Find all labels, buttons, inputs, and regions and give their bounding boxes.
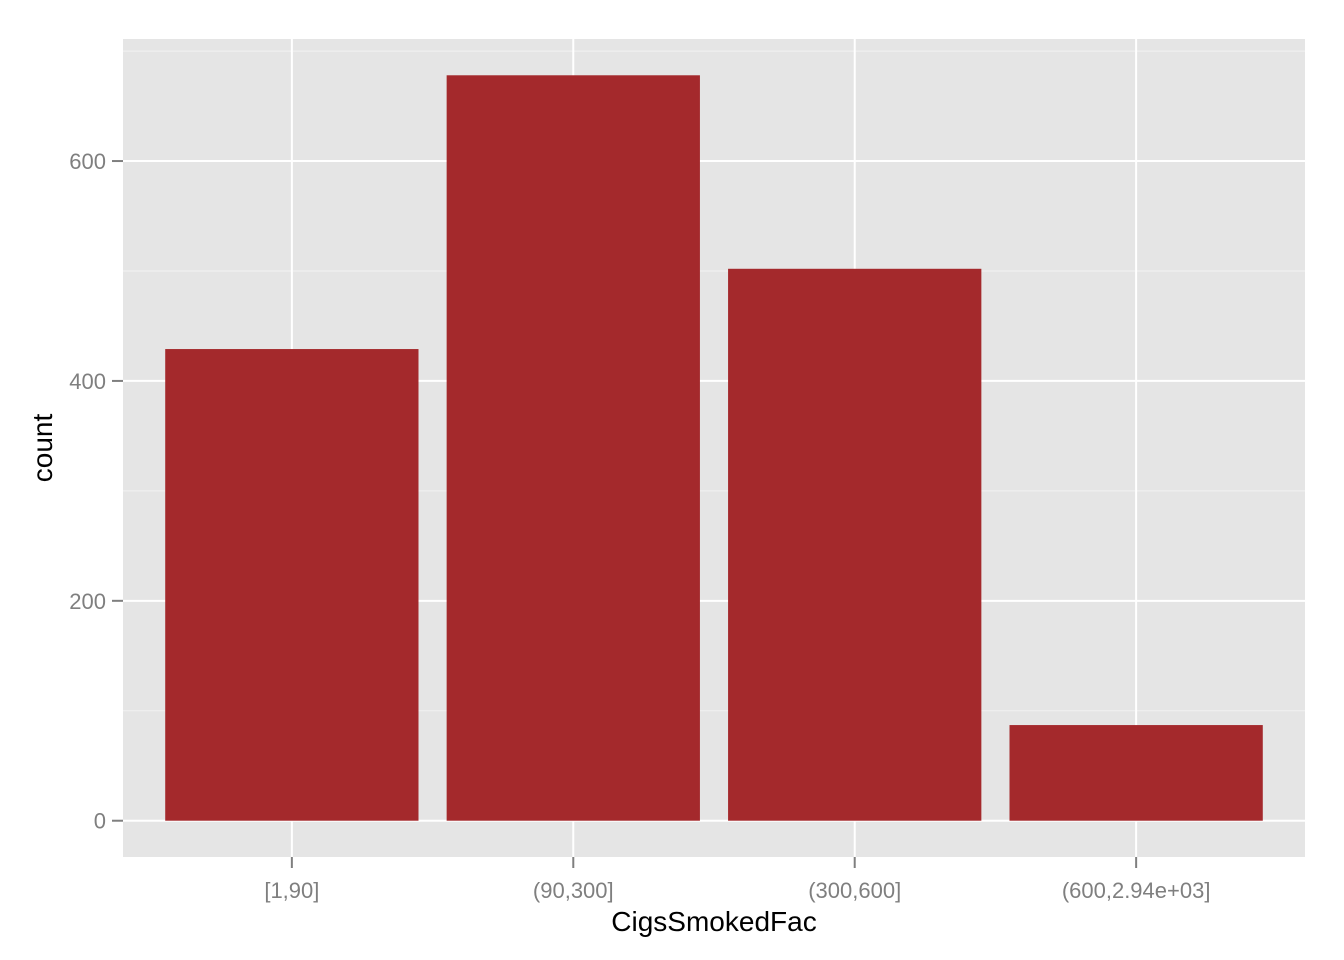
x-tick-label: (90,300]: [533, 878, 614, 903]
y-tick-label: 400: [69, 369, 106, 394]
y-tick-label: 600: [69, 149, 106, 174]
bars: [165, 75, 1263, 821]
bar-2: [446, 75, 700, 821]
x-axis: [1,90] (90,300] (300,600] (600,2.94e+03]: [264, 857, 1210, 903]
x-axis-title: CigsSmokedFac: [611, 906, 816, 937]
bar-4: [1009, 725, 1263, 821]
x-tick-label: [1,90]: [264, 878, 319, 903]
y-tick-label: 0: [94, 809, 106, 834]
x-tick-label: (600,2.94e+03]: [1062, 878, 1211, 903]
y-tick-label: 200: [69, 589, 106, 614]
bar-3: [728, 268, 982, 821]
y-axis: 0 200 400 600: [69, 149, 123, 834]
x-tick-label: (300,600]: [808, 878, 901, 903]
bar-1: [165, 349, 419, 821]
y-axis-title: count: [27, 414, 58, 483]
